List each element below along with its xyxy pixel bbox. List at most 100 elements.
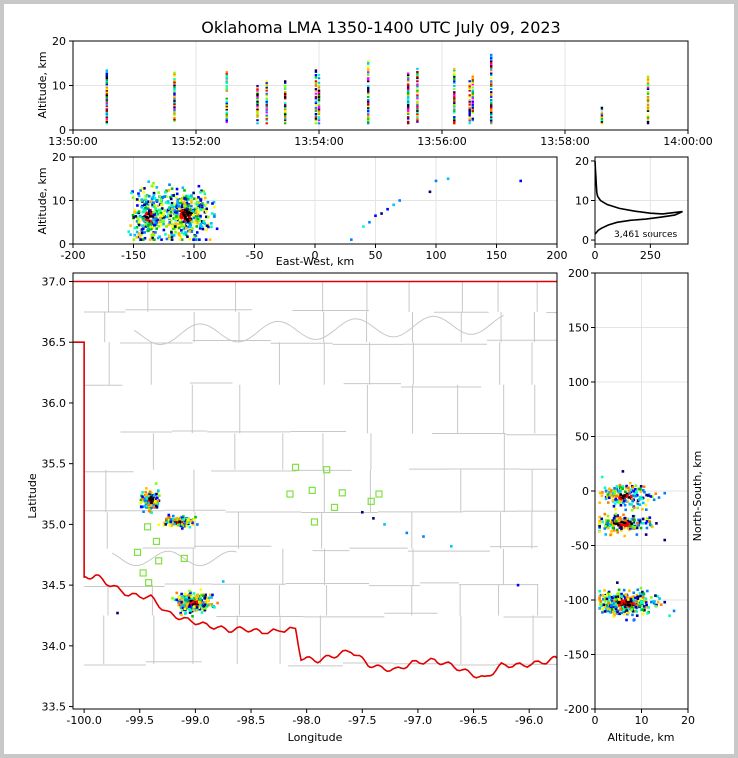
altitude-ns-ytick-label: -50 (571, 540, 589, 553)
time-source-point (416, 108, 419, 111)
ew-source-point (180, 209, 184, 213)
time-source-point (646, 91, 650, 94)
time-source-point (406, 74, 410, 77)
map-source-point (145, 497, 149, 500)
map-source-point (185, 524, 188, 528)
ns-source-point (611, 492, 615, 495)
plan-view-xtick-label: -99.5 (126, 714, 154, 727)
time-source-point (468, 120, 471, 123)
time-source-point (416, 114, 419, 117)
time-source-point (406, 80, 410, 83)
ns-source-point (659, 603, 663, 606)
time-source-point (406, 72, 410, 75)
map-source-point (180, 598, 184, 602)
ew-source-point (147, 194, 151, 198)
time-source-point (646, 83, 650, 86)
map-source-point (143, 499, 147, 503)
ns-source-point (641, 507, 644, 511)
map-source-point (184, 521, 187, 525)
ew-source-point (142, 219, 146, 222)
ew-source-point (195, 225, 199, 228)
time-source-point (416, 86, 419, 89)
time-source-point (225, 75, 228, 78)
time-source-point (225, 78, 228, 81)
time-source-point (367, 69, 370, 72)
ns-source-point (607, 609, 610, 612)
ew-source-point (139, 238, 143, 241)
time-source-point (283, 116, 287, 119)
ns-source-point (619, 597, 623, 600)
ns-source-point (634, 487, 637, 491)
time-source-point (406, 105, 410, 108)
ew-source-point (159, 213, 162, 217)
ew-source-point (197, 184, 201, 188)
altitude-ns-xlabel: Altitude, km (607, 731, 674, 744)
time-source-point (265, 84, 268, 87)
ew-source-point (175, 211, 178, 214)
map-source-point (191, 522, 195, 526)
ew-source-point (174, 218, 178, 222)
ew-source-point (157, 220, 161, 224)
ns-source-point (605, 525, 609, 529)
ew-source-point (169, 214, 172, 218)
map-source-point (190, 599, 194, 603)
plan-view-xtick-label: -98.5 (237, 714, 265, 727)
ns-source-point (604, 497, 608, 501)
time-source-point (490, 111, 493, 114)
lma-station-marker (139, 569, 147, 577)
time-source-point (453, 75, 456, 78)
ew-altitude-panel: Altitude, km East-West, km -200 -150 -100 -… (36, 151, 568, 268)
time-source-point (317, 92, 321, 95)
time-source-point (225, 86, 228, 89)
ew-source-point (167, 214, 171, 218)
ew-source-point (143, 231, 146, 234)
time-source-point (367, 66, 370, 69)
ns-source-point (622, 513, 625, 517)
map-source-point (167, 520, 170, 524)
ew-source-point (133, 233, 137, 237)
time-source-point (256, 86, 259, 89)
ns-source-point (622, 494, 625, 498)
map-source-point (141, 491, 144, 494)
time-source-point (317, 117, 321, 120)
map-source-point (155, 502, 158, 505)
ns-source-point (615, 528, 619, 532)
map-source-point (189, 605, 193, 608)
map-source-point (198, 601, 201, 605)
ew-xtick-label: -150 (121, 249, 146, 262)
map-source-point (183, 607, 187, 611)
map-source-point (188, 589, 191, 593)
ns-source-point (629, 603, 633, 607)
ew-source-point (143, 203, 146, 207)
ns-source-point (616, 595, 620, 599)
time-source-point (406, 116, 410, 119)
histogram-xtick-label: 0 (592, 249, 599, 262)
time-source-point (173, 109, 176, 112)
ns-source-point (613, 502, 617, 506)
ns-source-point (639, 594, 642, 598)
ew-source-point (181, 220, 185, 224)
ew-source-point (195, 201, 199, 204)
time-source-point (225, 114, 228, 117)
time-source-point (490, 112, 493, 115)
ew-source-point (153, 216, 157, 220)
ns-source-point (617, 523, 620, 527)
time-source-point (314, 81, 318, 84)
ew-source-point (195, 197, 199, 200)
ew-source-point (192, 216, 196, 220)
map-source-point (190, 609, 194, 613)
ew-source-point (131, 213, 135, 217)
ns-source-point (625, 618, 628, 622)
time-source-point (471, 102, 474, 105)
map-source-point (183, 524, 186, 528)
map-source-point (176, 521, 179, 524)
ew-source-point (160, 202, 163, 205)
time-source-point (471, 109, 474, 112)
ew-source-point (151, 185, 155, 188)
ns-source-point (622, 609, 625, 612)
map-source-point (180, 609, 184, 612)
ew-source-point (156, 218, 160, 222)
time-source-point (490, 98, 493, 101)
ns-source-point (630, 608, 633, 612)
ew-source-point (136, 217, 140, 221)
